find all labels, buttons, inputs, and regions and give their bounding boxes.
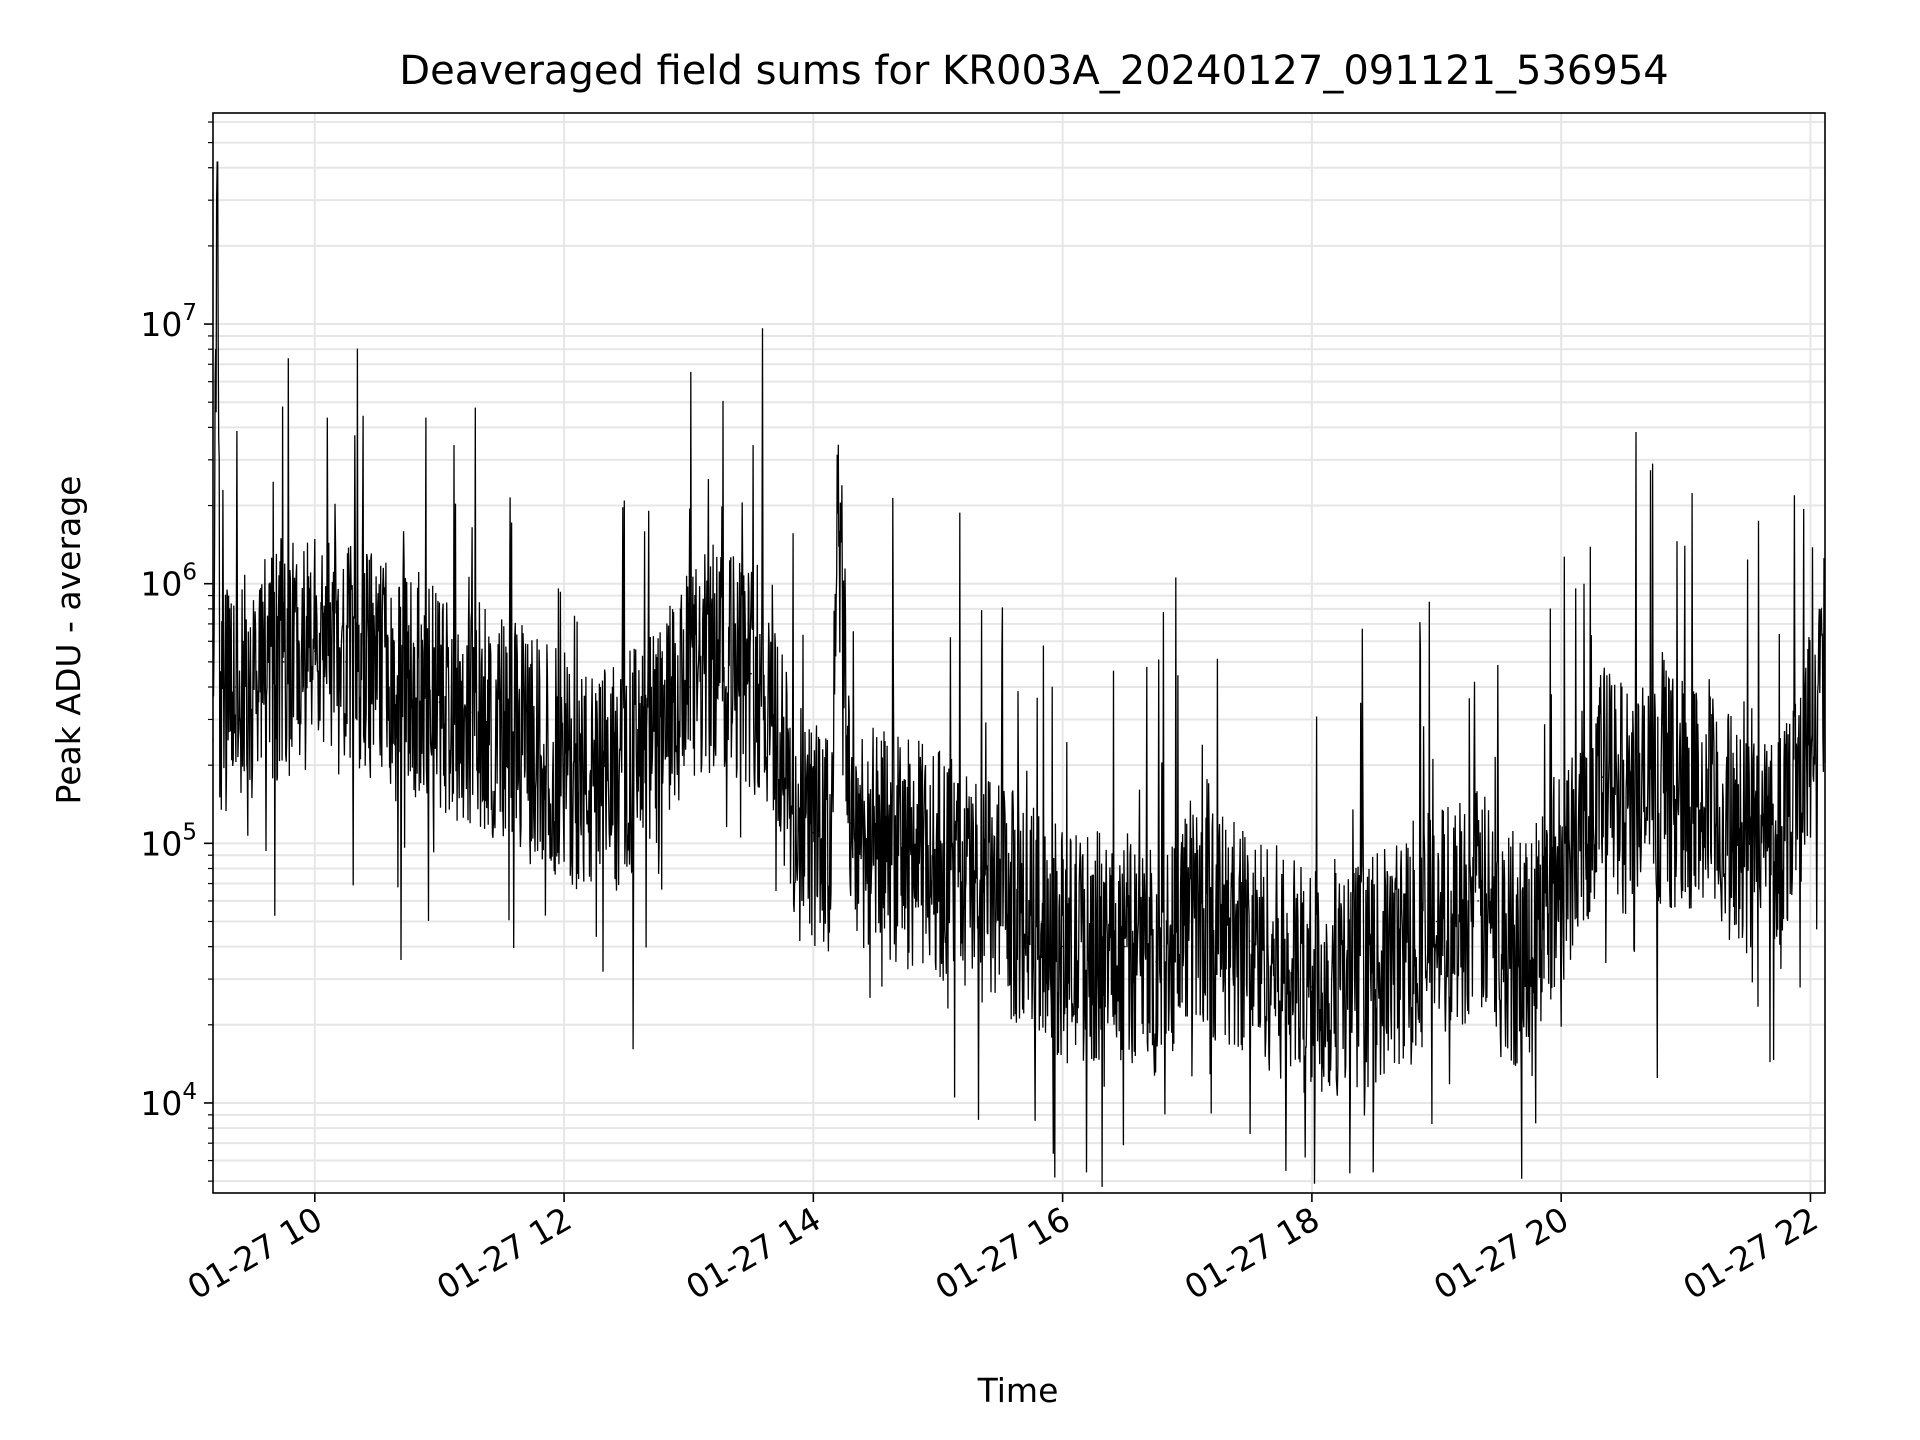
data-point xyxy=(1560,867,1562,870)
data-point xyxy=(1622,796,1625,799)
data-point xyxy=(771,701,773,703)
data-point xyxy=(719,650,721,652)
data-point xyxy=(1809,739,1812,741)
data-point xyxy=(376,665,378,668)
data-point xyxy=(500,726,503,728)
y-axis-label: Peak ADU - average xyxy=(49,476,88,805)
data-point xyxy=(1477,900,1479,902)
data-point xyxy=(1124,945,1126,948)
chart-title: Deaveraged field sums for KR003A_2024012… xyxy=(399,48,1668,94)
data-point xyxy=(999,900,1002,902)
data-point xyxy=(656,739,659,741)
series-line xyxy=(212,161,1826,1187)
data-point xyxy=(937,860,939,863)
plot-frame xyxy=(212,112,1826,1194)
x-tick-label: 01-27 20 xyxy=(1427,1199,1575,1307)
x-tick-label: 01-27 12 xyxy=(430,1199,578,1307)
data-point xyxy=(1061,945,1064,948)
data-point xyxy=(1778,831,1781,834)
y-tick-label: 107 xyxy=(140,300,197,344)
x-tick-label: 01-27 14 xyxy=(679,1199,827,1307)
data-point xyxy=(594,789,596,792)
data-point xyxy=(314,650,316,652)
data-point xyxy=(247,692,250,694)
x-tick-label: 01-27 18 xyxy=(1178,1199,1326,1307)
x-tick-label: 01-27 22 xyxy=(1676,1199,1824,1307)
data-point xyxy=(812,831,815,834)
data-point xyxy=(1041,920,1043,923)
data-point xyxy=(1248,940,1251,942)
x-tick-label: 01-27 10 xyxy=(181,1199,329,1307)
data-point xyxy=(345,661,347,663)
data-point xyxy=(687,686,690,688)
y-tick-label: 105 xyxy=(140,819,197,863)
data-point xyxy=(262,672,264,675)
x-axis-label: Time xyxy=(977,1371,1059,1410)
data-point xyxy=(282,661,285,663)
data-point xyxy=(407,680,410,683)
y-tick-label: 104 xyxy=(140,1079,197,1123)
y-tick-label: 106 xyxy=(140,560,197,604)
data-point xyxy=(837,510,840,513)
data-point xyxy=(1601,776,1604,778)
data-point xyxy=(750,672,752,675)
data-point xyxy=(1155,960,1157,963)
data-point xyxy=(532,748,534,751)
data-point xyxy=(791,812,794,815)
data-layer xyxy=(212,161,1826,1187)
data-point xyxy=(829,854,831,856)
x-tick-label: 01-27 16 xyxy=(929,1199,1077,1307)
data-point xyxy=(235,686,237,688)
data-point xyxy=(469,711,472,713)
data-point xyxy=(849,822,852,824)
data-point xyxy=(1518,960,1521,963)
data-point xyxy=(1435,920,1438,923)
data-point xyxy=(563,764,565,766)
data-point xyxy=(226,701,229,703)
data-point xyxy=(438,701,441,703)
data-point xyxy=(1747,842,1749,845)
data-point xyxy=(625,764,628,766)
data-point xyxy=(220,718,223,721)
data-point xyxy=(1373,971,1375,973)
data-point xyxy=(874,842,877,845)
data-point xyxy=(216,161,218,163)
data-point xyxy=(1685,789,1687,792)
data-point xyxy=(1186,909,1189,912)
data-point xyxy=(1311,986,1313,988)
